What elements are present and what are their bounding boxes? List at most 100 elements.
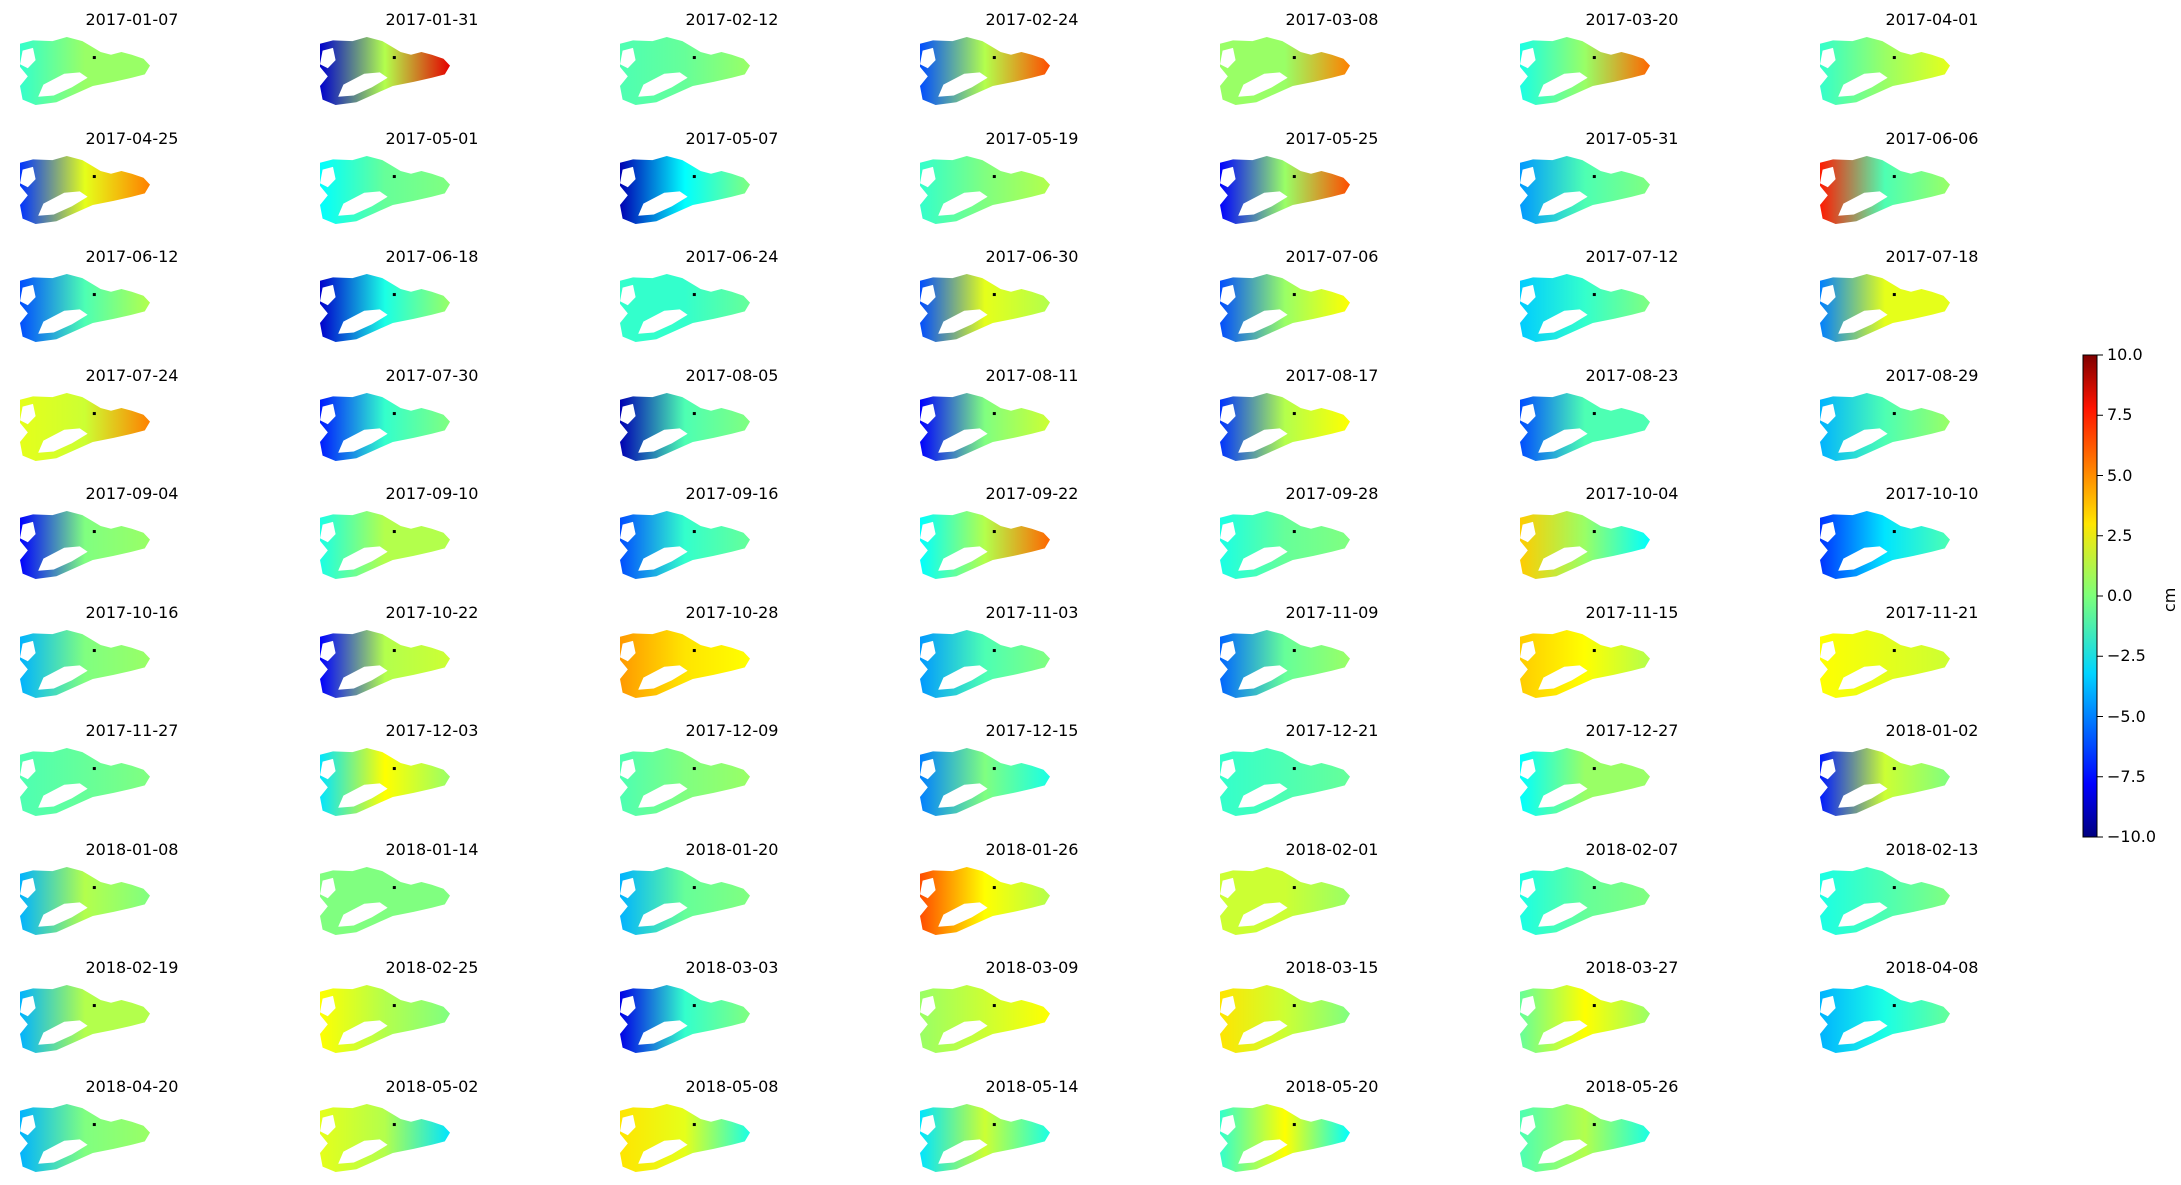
reference-point (1592, 885, 1596, 889)
reference-point (1892, 1004, 1896, 1008)
panel-title: 2017-07-12 (1585, 247, 1679, 266)
no-data-area (1220, 995, 1236, 1017)
deformation-map (320, 1103, 450, 1172)
no-data-area (1838, 427, 1888, 453)
reference-point (392, 293, 396, 297)
no-data-area (938, 1138, 988, 1164)
no-data-area (920, 521, 936, 543)
deformation-map (920, 155, 1050, 224)
reference-point (1292, 885, 1296, 889)
reference-point (992, 411, 996, 415)
no-data-area (620, 403, 636, 424)
deformation-map (320, 629, 450, 698)
panel-title: 2018-04-20 (85, 1076, 179, 1096)
no-data-area (338, 783, 388, 808)
no-data-area (938, 427, 988, 453)
reference-point (1892, 56, 1896, 60)
panel-title: 2018-05-20 (1285, 1076, 1379, 1096)
deformation-map (1820, 748, 1950, 816)
no-data-area (20, 521, 36, 543)
no-data-area (1520, 403, 1536, 424)
no-data-area (620, 166, 636, 187)
reference-point (92, 530, 96, 534)
panel-title: 2017-08-23 (1585, 365, 1679, 385)
panel-title: 2017-05-31 (1585, 128, 1679, 148)
no-data-area (920, 758, 936, 780)
reference-point (1892, 293, 1896, 297)
reference-point (92, 885, 96, 889)
panel-title: 2017-11-21 (1885, 602, 1979, 622)
deformation-map (1820, 37, 1950, 105)
reference-point (992, 56, 996, 60)
panel-title: 2017-11-27 (85, 721, 179, 740)
panel-title: 2017-05-07 (685, 128, 779, 148)
reference-point (992, 885, 996, 889)
no-data-area (1838, 783, 1888, 808)
panel-title: 2017-12-27 (1585, 721, 1679, 740)
no-data-area (1220, 758, 1236, 780)
colorbar-tick-label: −7.5 (2107, 766, 2146, 786)
no-data-area (1220, 1114, 1236, 1135)
reference-point (1592, 648, 1596, 652)
colorbar-tick-label: 5.0 (2107, 465, 2133, 485)
no-data-area (1838, 546, 1888, 571)
deformation-map (20, 392, 150, 461)
no-data-area (1820, 521, 1836, 543)
no-data-area (638, 664, 688, 690)
no-data-area (20, 284, 36, 306)
no-data-area (920, 877, 936, 898)
panel-title: 2017-07-06 (1285, 247, 1379, 266)
deformation-map (20, 155, 150, 224)
panel-title: 2017-01-07 (85, 10, 179, 29)
panel-title: 2017-07-24 (85, 365, 179, 385)
panel-title: 2017-10-22 (385, 602, 479, 622)
no-data-area (38, 309, 88, 334)
no-data-area (1520, 1114, 1536, 1135)
reference-point (692, 293, 696, 297)
deformation-map (1820, 274, 1950, 342)
reference-point (92, 411, 96, 415)
no-data-area (38, 783, 88, 808)
no-data-area (638, 190, 688, 216)
panel-title: 2017-09-04 (85, 484, 179, 503)
reference-point (1292, 530, 1296, 534)
deformation-map (320, 985, 450, 1053)
no-data-area (1838, 1020, 1888, 1045)
reference-point (1592, 767, 1596, 771)
deformation-map (1220, 866, 1350, 935)
panel-title: 2017-11-09 (1285, 602, 1379, 622)
deformation-map (1820, 985, 1950, 1053)
reference-point (692, 530, 696, 534)
reference-point (992, 767, 996, 771)
panel-title: 2017-08-05 (685, 365, 779, 385)
no-data-area (38, 546, 88, 571)
colorbar-tick-label: −2.5 (2107, 646, 2146, 666)
no-data-area (1520, 166, 1536, 187)
no-data-area (938, 901, 988, 927)
deformation-map (620, 629, 750, 698)
no-data-area (338, 1020, 388, 1045)
reference-point (1592, 293, 1596, 297)
no-data-area (338, 546, 388, 571)
deformation-map (1520, 985, 1650, 1053)
no-data-area (1838, 901, 1888, 927)
reference-point (692, 767, 696, 771)
panel-title: 2017-10-04 (1585, 484, 1679, 503)
no-data-area (938, 309, 988, 334)
reference-point (1292, 648, 1296, 652)
no-data-area (1520, 877, 1536, 898)
no-data-area (920, 47, 936, 69)
panel-title: 2017-09-16 (685, 484, 779, 503)
no-data-area (1238, 190, 1288, 216)
deformation-map (1220, 1103, 1350, 1172)
reference-point (1292, 174, 1296, 178)
panel-title: 2017-12-09 (685, 721, 779, 740)
deformation-map (320, 511, 450, 579)
no-data-area (1538, 664, 1588, 690)
no-data-area (1238, 783, 1288, 808)
no-data-area (1520, 521, 1536, 543)
deformation-map (320, 155, 450, 224)
reference-point (92, 56, 96, 60)
no-data-area (320, 995, 336, 1017)
no-data-area (1838, 72, 1888, 97)
